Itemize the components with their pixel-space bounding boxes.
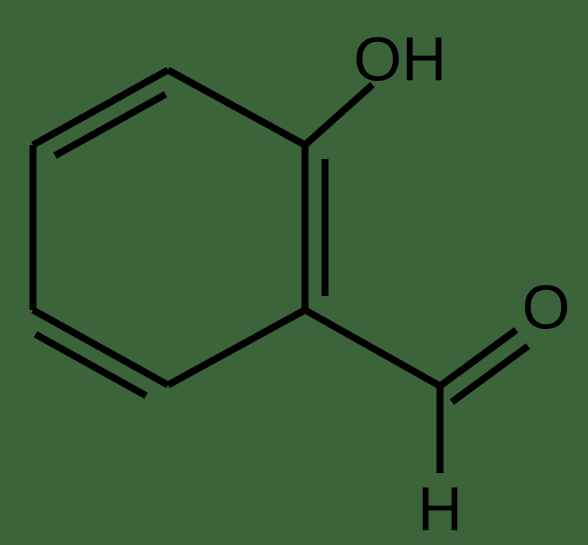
bond bbox=[305, 310, 440, 386]
bond bbox=[440, 330, 516, 386]
molecule-diagram: OHOH bbox=[0, 0, 588, 545]
bond bbox=[168, 310, 305, 385]
atom-label-h_ald: H bbox=[418, 476, 463, 545]
bond bbox=[168, 70, 305, 145]
atom-label-o_dbl: O bbox=[522, 274, 570, 343]
bond bbox=[452, 346, 528, 402]
atom-label-o_oh: OH bbox=[354, 26, 447, 95]
